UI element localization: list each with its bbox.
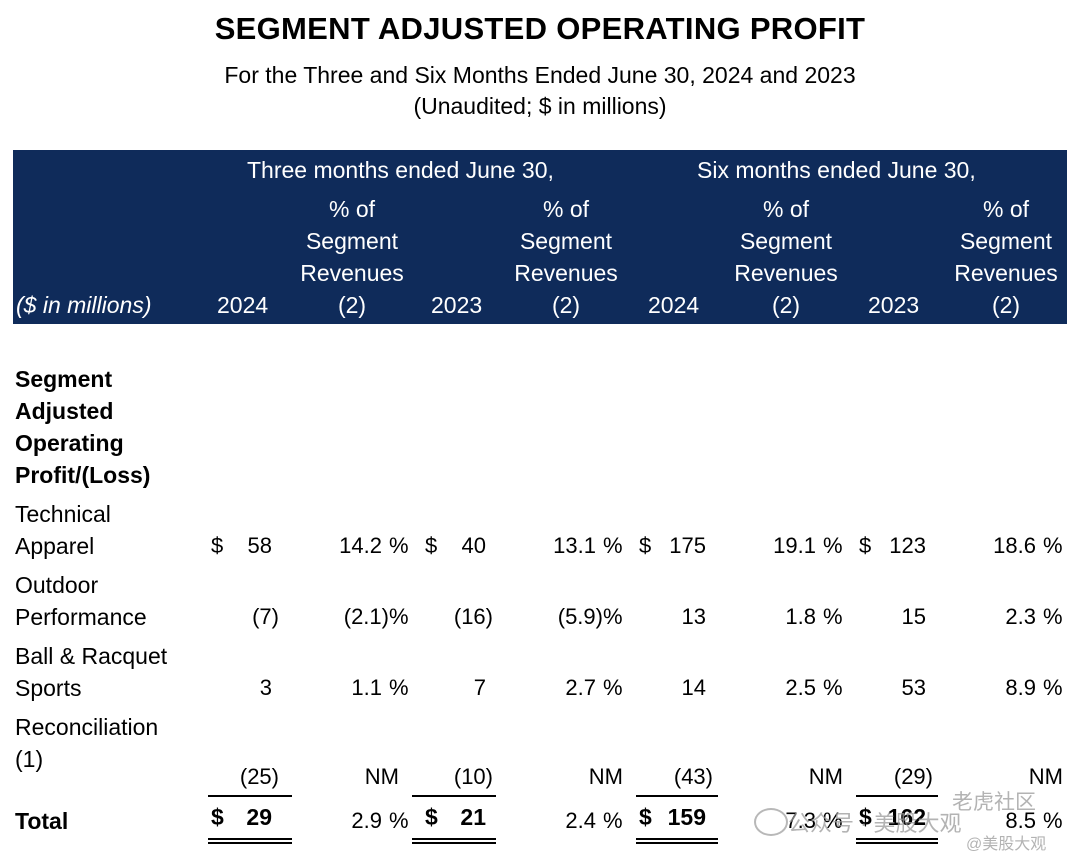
watermark-text: 公众号 · 美股大观 [788,811,962,836]
percent-sign: % [823,604,843,629]
value-cell: 58 [247,533,272,558]
page-title: SEGMENT ADJUSTED OPERATING PROFIT [214,11,866,46]
header-pct-col-2: % of Segment Revenues (2) [514,196,618,318]
header-row-label: ($ in millions) [16,292,152,318]
value-cell: 53 [901,675,926,700]
value-cell: (29) [893,764,933,789]
percent-sign: % [823,533,843,558]
watermark-handle: @美股大观 [966,836,1047,853]
section-heading: Segment Adjusted Operating Profit/(Loss) [15,366,151,488]
row-label: Technical Apparel [15,501,111,559]
total-value: 29 [246,804,272,830]
percent-cell: NM [808,764,843,789]
percent-sign: % [603,675,623,700]
header-year-2024-h: 2024 [648,292,700,318]
subtotal-underline [856,795,938,797]
total-double-underline [208,838,292,844]
header-pct-col-4: % of Segment Revenues (2) [954,196,1058,318]
currency-symbol: $ [639,804,652,830]
value-cell: (25) [239,764,279,789]
percent-cell: 2.5 [785,675,816,700]
header-three-months: Three months ended June 30, [247,157,554,183]
currency-symbol: $ [211,804,224,830]
percent-sign: % [603,808,623,833]
header-pct-col-3: % of Segment Revenues (2) [734,196,838,318]
percent-cell: 2.4 [565,808,596,833]
currency-symbol: $ [425,533,438,558]
subtotal-underline [208,795,292,797]
percent-sign: % [1043,533,1063,558]
percent-cell: NM [364,764,399,789]
percent-cell: 8.9 [1005,675,1036,700]
total-double-underline [412,838,496,844]
percent-sign: % [823,808,843,833]
value-cell: (7) [252,604,279,629]
percent-cell: 8.5 [1005,808,1036,833]
percent-cell: 2.7 [565,675,596,700]
percent-cell: 2.9 [351,808,382,833]
percent-cell: 7.3 [785,808,816,833]
percent-cell: 18.6 [993,533,1036,558]
value-cell: (43) [673,764,713,789]
table-header: Three months ended June 30, Six months e… [13,150,1067,324]
value-cell: (16) [453,604,493,629]
currency-symbol: $ [425,804,438,830]
percent-sign: % [389,604,409,629]
percent-cell: (5.9) [557,604,603,629]
header-year-2023-h: 2023 [868,292,920,318]
wechat-icon [754,808,788,836]
value-cell: 175 [669,533,706,558]
percent-cell: (2.1) [343,604,389,629]
percent-cell: 13.1 [553,533,596,558]
percent-cell: 2.3 [1005,604,1036,629]
currency-symbol: $ [639,533,652,558]
row-label: Ball & Racquet Sports [15,643,168,701]
subtotal-underline [636,795,718,797]
value-cell: 14 [681,675,706,700]
percent-cell: 19.1 [773,533,816,558]
total-double-underline [856,838,938,844]
row-label: Outdoor Performance [15,572,147,630]
total-value: 21 [460,804,486,830]
percent-sign: % [389,808,409,833]
value-cell: 40 [461,533,486,558]
subtotal-underline [412,795,496,797]
value-cell: (10) [453,764,493,789]
total-value: 162 [887,804,926,830]
total-double-underline [636,838,718,844]
page-subtitle: For the Three and Six Months Ended June … [224,62,856,88]
row-label: Reconciliation (1) [15,714,159,772]
watermark-community: 老虎社区 [952,791,1036,814]
percent-cell: 1.1 [351,675,382,700]
page-subtitle-units: (Unaudited; $ in millions) [413,93,667,119]
percent-cell: NM [588,764,623,789]
header-six-months: Six months ended June 30, [697,157,976,183]
currency-symbol: $ [859,533,872,558]
header-pct-col-1: % of Segment Revenues (2) [300,196,404,318]
value-cell: 13 [681,604,706,629]
value-cell: 123 [889,533,926,558]
percent-cell: 14.2 [339,533,382,558]
currency-symbol: $ [859,804,872,830]
header-year-2024-q: 2024 [217,292,269,318]
percent-sign: % [1043,808,1063,833]
total-value: 159 [667,804,706,830]
percent-sign: % [1043,675,1063,700]
percent-sign: % [389,675,409,700]
percent-sign: % [603,604,623,629]
percent-sign: % [1043,604,1063,629]
total-label: Total [15,808,69,834]
value-cell: 15 [901,604,926,629]
percent-sign: % [823,675,843,700]
currency-symbol: $ [211,533,224,558]
value-cell: 7 [473,675,486,700]
percent-sign: % [389,533,409,558]
percent-cell: 1.8 [785,604,816,629]
value-cell: 3 [259,675,272,700]
percent-sign: % [603,533,623,558]
percent-cell: NM [1028,764,1063,789]
header-year-2023-q: 2023 [431,292,483,318]
